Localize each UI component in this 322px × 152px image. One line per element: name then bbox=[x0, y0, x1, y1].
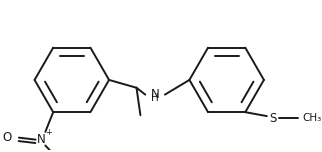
Text: N: N bbox=[151, 88, 159, 101]
Text: +: + bbox=[45, 128, 52, 137]
Text: N: N bbox=[37, 133, 46, 146]
Text: H: H bbox=[151, 93, 159, 104]
Text: CH₃: CH₃ bbox=[302, 113, 321, 123]
Text: O: O bbox=[3, 131, 12, 144]
Text: S: S bbox=[269, 112, 276, 124]
